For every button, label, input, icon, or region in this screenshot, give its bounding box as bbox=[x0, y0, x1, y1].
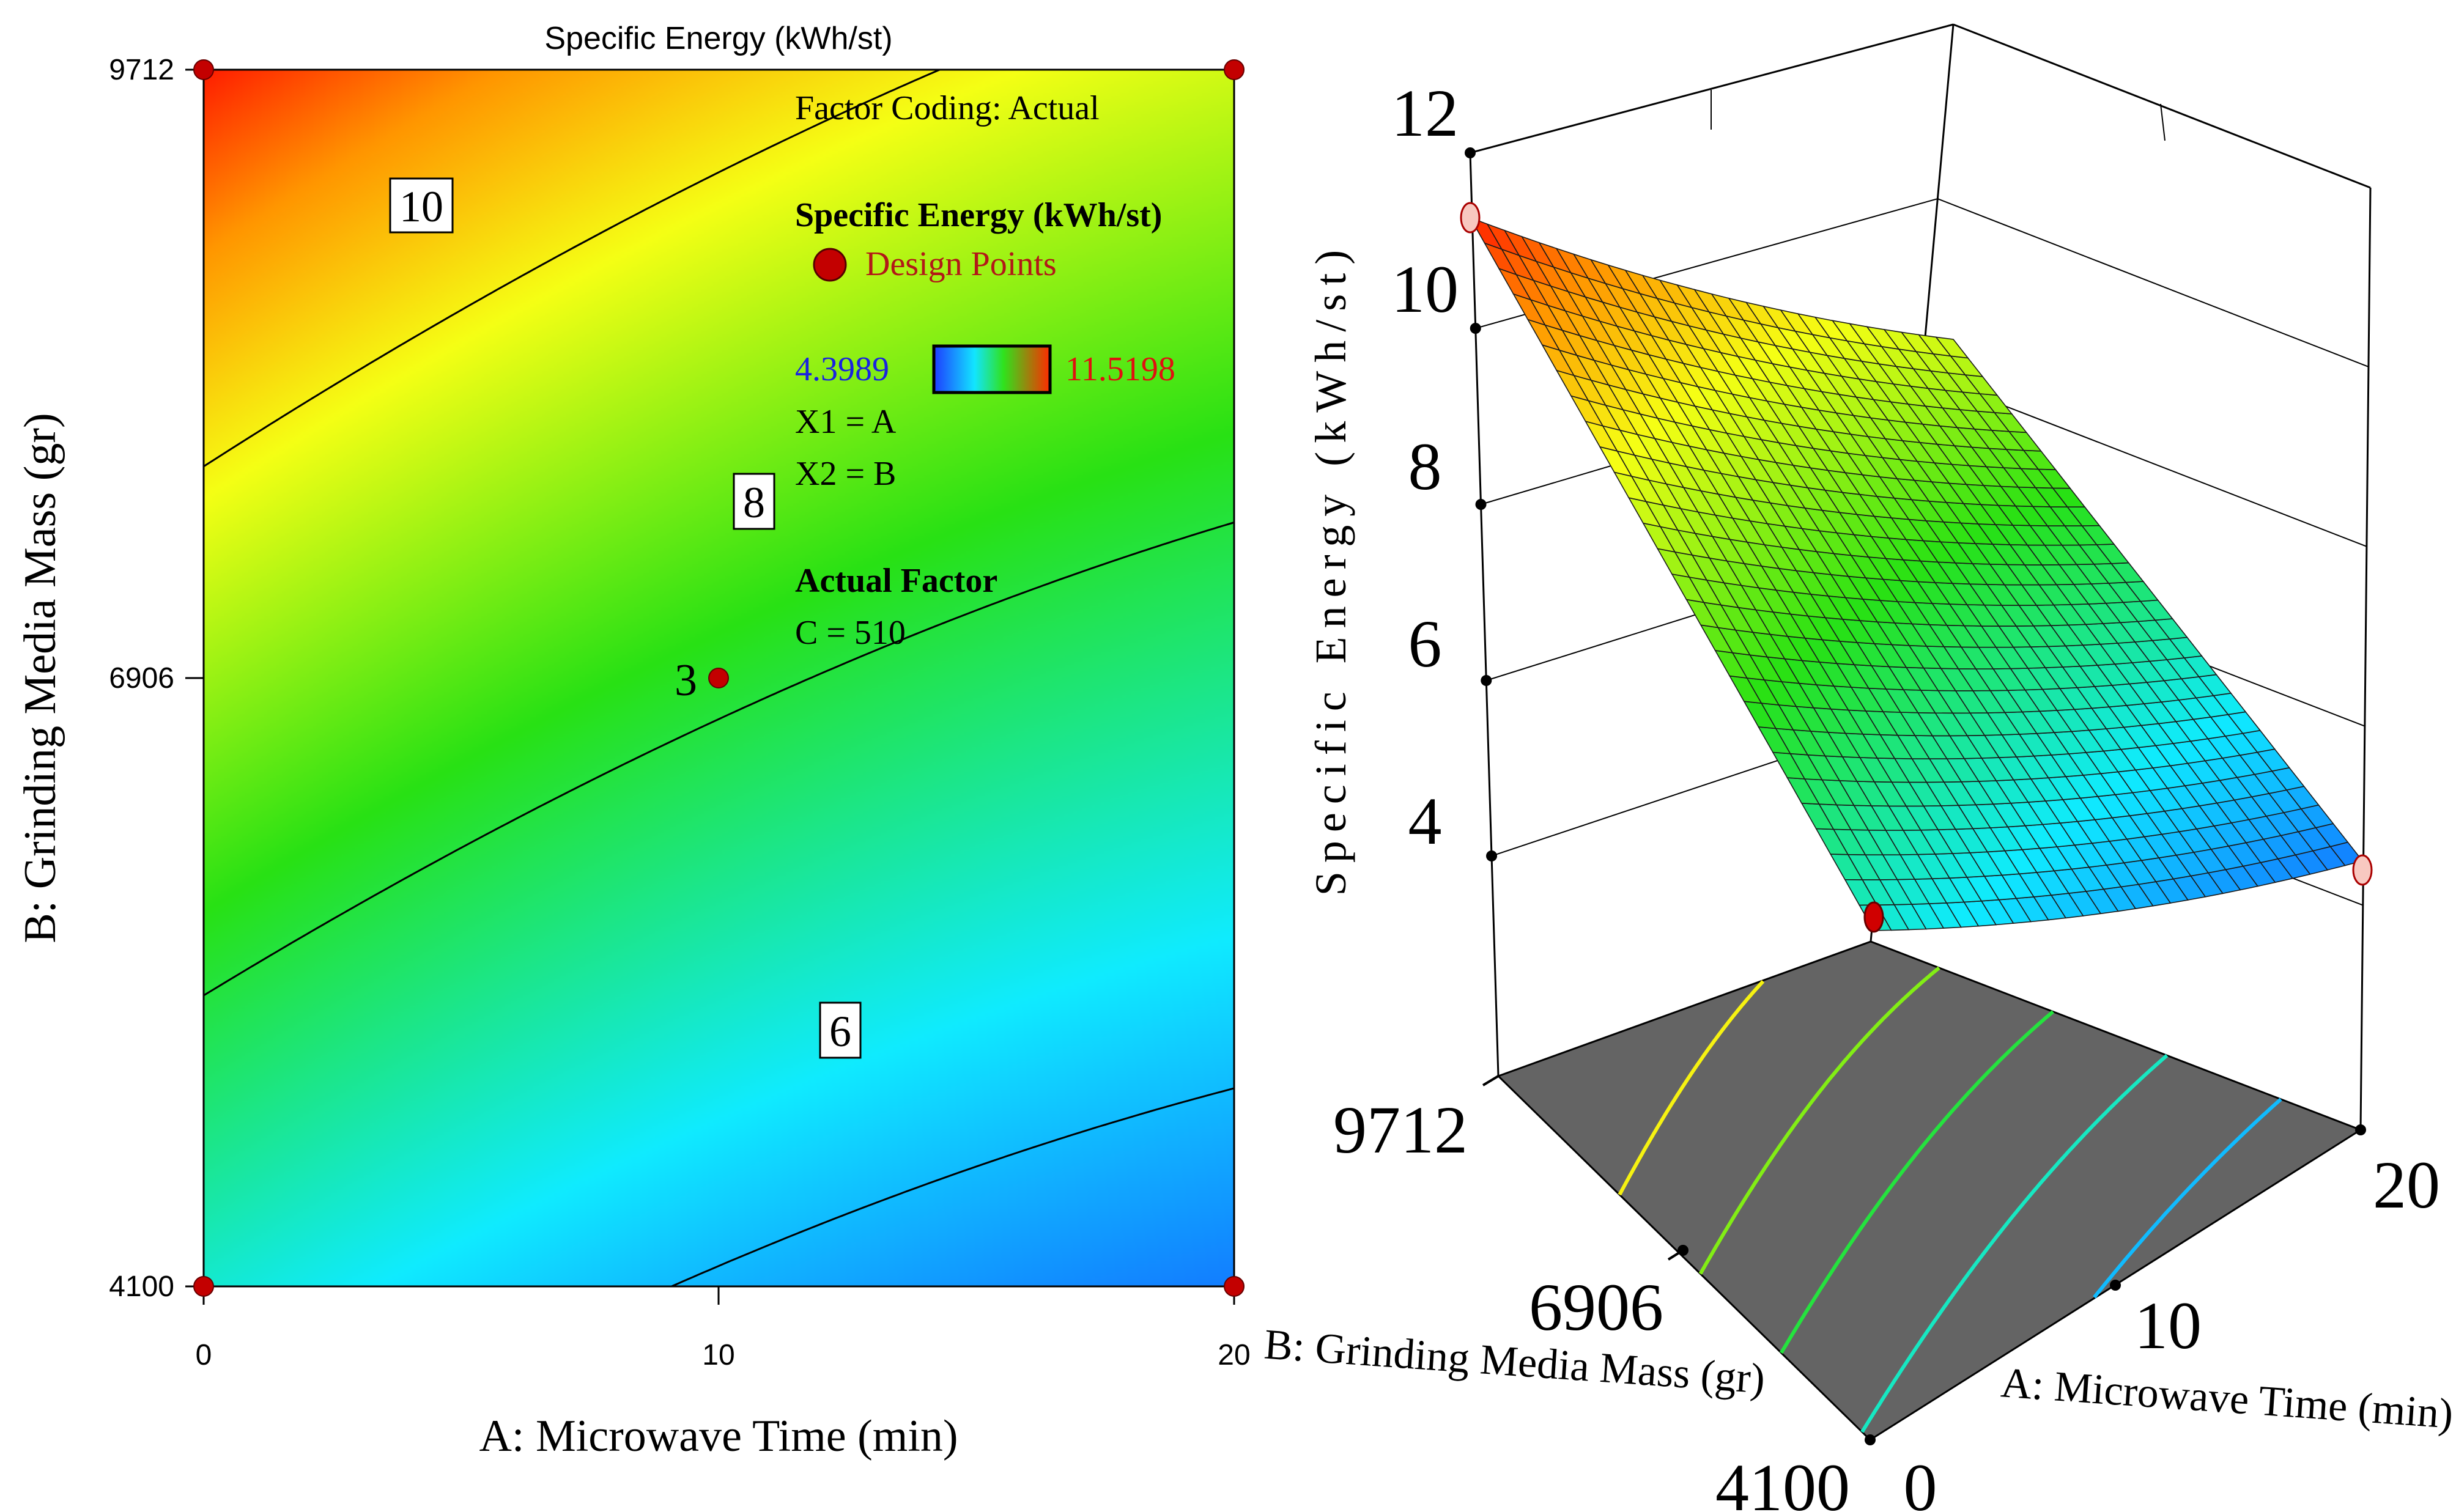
legend-color-bar bbox=[932, 344, 1052, 394]
floor-contour-8 bbox=[1780, 1010, 2054, 1354]
back-grid-line bbox=[1937, 198, 2369, 367]
floor-contour-6 bbox=[2093, 1097, 2282, 1299]
floor-contours bbox=[1618, 966, 2282, 1433]
legend-actual-factor-title: Actual Factor bbox=[795, 562, 997, 600]
z-tick-label: 4 bbox=[1408, 784, 1442, 858]
contour-title: Specific Energy (kWh/st) bbox=[544, 21, 892, 56]
legend-x1: X1 = A bbox=[795, 403, 897, 441]
response-surface bbox=[1469, 216, 2364, 931]
z-tick-mark bbox=[1465, 147, 1476, 158]
y-tick-label: 4100 bbox=[109, 1270, 174, 1303]
design-point bbox=[1224, 1276, 1245, 1297]
b-tick-label: 4100 bbox=[1715, 1450, 1850, 1512]
z-tick-label: 6 bbox=[1408, 607, 1442, 681]
z-tick-label: 12 bbox=[1391, 76, 1459, 150]
contour-label-6: 6 bbox=[819, 1001, 862, 1059]
surface-chart: 12 10 8 6 4 Specific Energy (kWh/st) 971… bbox=[1263, 23, 2455, 1512]
legend-factor-coding: Factor Coding: Actual bbox=[795, 89, 1100, 127]
b-tick-label: 6906 bbox=[1529, 1270, 1663, 1344]
contour-label-10: 10 bbox=[389, 177, 454, 234]
floor-contour-9 bbox=[1698, 966, 1940, 1275]
a-tick-label: 10 bbox=[2134, 1288, 2202, 1363]
z-tick-label: 8 bbox=[1408, 429, 1442, 504]
x-tick-label: 10 bbox=[702, 1339, 734, 1371]
contour-line-8 bbox=[204, 522, 1234, 997]
design-point bbox=[193, 59, 214, 80]
legend-range-min: 4.3989 bbox=[795, 350, 889, 388]
z-axis-label: Specific Energy (kWh/st) bbox=[1306, 242, 1355, 896]
surface-design-points bbox=[1460, 202, 2373, 933]
floor-contour-7 bbox=[1860, 1053, 2169, 1433]
legend-design-point-marker bbox=[813, 248, 847, 282]
surface-design-point bbox=[1863, 901, 1884, 933]
back-grid-line bbox=[1953, 24, 2371, 188]
design-point-center bbox=[708, 668, 729, 688]
b-axis-ticks bbox=[1482, 1075, 2366, 1445]
b-tick-label: 9712 bbox=[1333, 1093, 1468, 1167]
y-tick-label: 6906 bbox=[109, 662, 174, 695]
design-point bbox=[1224, 59, 1245, 80]
contour-chart: Specific Energy (kWh/st) 0 10 20 4100 69… bbox=[15, 21, 1251, 1461]
z-tick-mark bbox=[1475, 499, 1487, 510]
y-axis-label: B: Grinding Media Mass (gr) bbox=[15, 413, 65, 943]
b-axis-label: B: Grinding Media Mass (gr) bbox=[1263, 1321, 1767, 1403]
center-point-count: 3 bbox=[675, 655, 697, 706]
surface-design-point bbox=[2352, 854, 2373, 886]
surface-cell bbox=[1934, 336, 1969, 359]
design-point bbox=[193, 1276, 214, 1297]
svg-text:10: 10 bbox=[399, 182, 443, 231]
floor-contour-10 bbox=[1618, 979, 1765, 1196]
legend-response-title: Specific Energy (kWh/st) bbox=[795, 196, 1162, 234]
contour-line-6 bbox=[669, 1087, 1234, 1286]
legend-x2: X2 = B bbox=[795, 455, 896, 493]
a-tick-label: 0 bbox=[1904, 1450, 1937, 1512]
x-axis-label: A: Microwave Time (min) bbox=[479, 1411, 958, 1461]
z-tick-label: 10 bbox=[1391, 252, 1459, 326]
z-tick-mark bbox=[1470, 323, 1481, 334]
contour-line-10 bbox=[204, 70, 942, 468]
y-tick-label: 9712 bbox=[109, 54, 174, 86]
a-tick-label: 20 bbox=[2373, 1148, 2440, 1222]
z-tick-mark bbox=[1481, 675, 1492, 686]
back-grid-line bbox=[1470, 24, 1954, 153]
contour-label-8: 8 bbox=[733, 473, 775, 530]
legend-design-points-label: Design Points bbox=[865, 245, 1057, 283]
z-axis-ticks bbox=[1465, 147, 1498, 861]
legend: Factor Coding: Actual Specific Energy (k… bbox=[795, 89, 1175, 652]
contour-lines bbox=[204, 70, 1234, 1286]
legend-range-max: 11.5198 bbox=[1065, 350, 1175, 388]
surface-design-point bbox=[1460, 202, 1481, 234]
design-points bbox=[193, 59, 1245, 1297]
a-axis-label: A: Microwave Time (min) bbox=[1999, 1359, 2454, 1437]
legend-actual-factor-value: C = 510 bbox=[795, 614, 906, 652]
z-tick-mark bbox=[1486, 850, 1498, 861]
svg-text:8: 8 bbox=[743, 478, 765, 527]
svg-text:6: 6 bbox=[829, 1007, 851, 1056]
x-tick-label: 20 bbox=[1218, 1339, 1250, 1371]
x-tick-label: 0 bbox=[196, 1339, 212, 1371]
